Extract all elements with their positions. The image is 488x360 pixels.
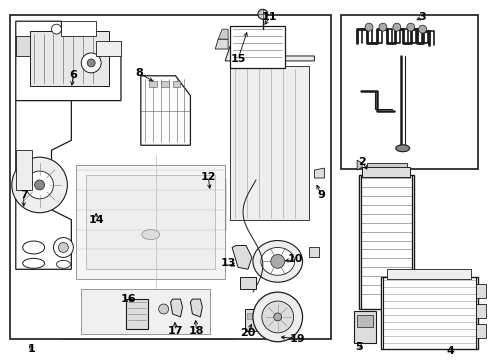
Circle shape <box>252 292 302 342</box>
Bar <box>230 26 284 68</box>
Text: 6: 6 <box>69 70 77 80</box>
Polygon shape <box>309 247 319 257</box>
Text: 13: 13 <box>220 258 235 268</box>
Bar <box>193 178 224 230</box>
Circle shape <box>270 255 284 268</box>
Circle shape <box>273 313 281 321</box>
Text: 7: 7 <box>20 190 27 200</box>
Polygon shape <box>190 299 202 317</box>
Text: 5: 5 <box>355 342 362 352</box>
Circle shape <box>158 304 168 314</box>
Bar <box>16 150 32 190</box>
Text: 10: 10 <box>287 255 303 264</box>
Polygon shape <box>16 36 30 56</box>
Bar <box>86 175 215 269</box>
Bar <box>148 81 156 87</box>
Circle shape <box>392 23 400 31</box>
Bar <box>240 277 255 289</box>
Circle shape <box>262 301 293 333</box>
Polygon shape <box>16 100 71 269</box>
Text: 9: 9 <box>317 190 325 200</box>
Ellipse shape <box>260 247 294 275</box>
Circle shape <box>87 59 95 67</box>
Bar <box>341 15 477 169</box>
Polygon shape <box>215 39 228 49</box>
Bar <box>10 15 331 339</box>
Bar <box>475 324 485 338</box>
Circle shape <box>26 171 53 199</box>
Text: 17: 17 <box>167 326 183 336</box>
Circle shape <box>59 243 68 252</box>
Bar <box>246 313 257 319</box>
Bar <box>475 284 485 298</box>
Ellipse shape <box>56 260 70 268</box>
Bar <box>76 165 224 279</box>
Bar <box>361 167 409 177</box>
Circle shape <box>81 53 101 73</box>
Polygon shape <box>16 21 121 100</box>
Circle shape <box>365 23 372 31</box>
Bar <box>353 311 375 343</box>
Polygon shape <box>356 160 361 170</box>
Polygon shape <box>61 21 96 36</box>
Text: 1: 1 <box>28 344 36 354</box>
Polygon shape <box>218 29 228 39</box>
Circle shape <box>418 25 426 33</box>
Bar <box>230 66 309 220</box>
Ellipse shape <box>101 190 115 210</box>
Bar <box>358 175 413 309</box>
Polygon shape <box>83 195 98 218</box>
Circle shape <box>35 180 44 190</box>
Text: 18: 18 <box>188 326 203 336</box>
Text: 4: 4 <box>446 346 453 356</box>
Bar <box>356 315 372 327</box>
Text: 19: 19 <box>289 334 305 344</box>
Ellipse shape <box>395 145 409 152</box>
Text: 3: 3 <box>418 12 426 22</box>
Polygon shape <box>96 41 121 56</box>
Bar <box>81 289 210 334</box>
Bar <box>244 309 259 331</box>
Text: 11: 11 <box>262 12 277 22</box>
Bar <box>172 81 180 87</box>
Polygon shape <box>224 46 314 61</box>
Polygon shape <box>232 246 251 269</box>
Circle shape <box>378 23 386 31</box>
Bar <box>126 299 147 329</box>
Text: 15: 15 <box>230 54 245 64</box>
Ellipse shape <box>142 230 160 239</box>
Ellipse shape <box>252 240 302 282</box>
Text: 16: 16 <box>121 294 137 304</box>
Bar <box>475 304 485 318</box>
Text: 12: 12 <box>200 172 216 182</box>
Bar <box>161 81 168 87</box>
Bar <box>380 277 477 349</box>
Circle shape <box>406 23 414 31</box>
Ellipse shape <box>22 241 44 254</box>
Circle shape <box>53 238 73 257</box>
Circle shape <box>51 24 61 34</box>
Polygon shape <box>366 163 406 167</box>
Text: 14: 14 <box>88 215 104 225</box>
Polygon shape <box>170 299 182 317</box>
Text: 20: 20 <box>240 328 255 338</box>
Bar <box>386 269 470 279</box>
Polygon shape <box>101 91 190 155</box>
Polygon shape <box>141 76 190 145</box>
Polygon shape <box>224 61 314 230</box>
Polygon shape <box>61 155 235 339</box>
Circle shape <box>12 157 67 213</box>
Text: 8: 8 <box>135 68 142 78</box>
Bar <box>30 31 109 86</box>
Ellipse shape <box>22 258 44 268</box>
Text: 2: 2 <box>358 157 365 167</box>
Ellipse shape <box>257 9 267 19</box>
Polygon shape <box>314 168 324 178</box>
